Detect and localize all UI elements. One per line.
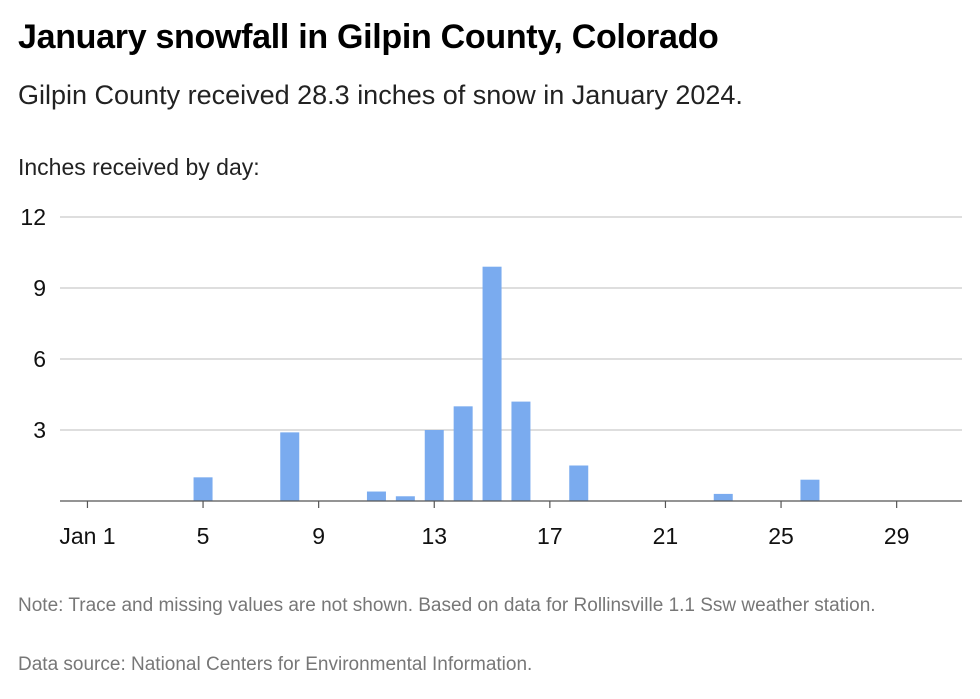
bar-day-26	[800, 479, 820, 501]
bar-day-12	[395, 496, 415, 501]
x-tick-label: 5	[197, 523, 210, 549]
bar-day-5	[193, 477, 213, 501]
y-tick-label: 9	[33, 275, 46, 301]
bar-day-13	[424, 430, 444, 501]
y-axis-label: Inches received by day:	[18, 154, 260, 180]
chart-title: January snowfall in Gilpin County, Color…	[18, 18, 719, 56]
x-tick-label: 17	[537, 523, 563, 549]
snowfall-bar-chart: 3 6 9 12 Jan 1 5 9 13 17 21 25 29	[20, 204, 962, 549]
bar-day-23	[713, 493, 733, 501]
data-source: Data source: National Centers for Enviro…	[18, 654, 533, 675]
y-tick-label: 6	[33, 346, 46, 372]
chart-subtitle: Gilpin County received 28.3 inches of sn…	[18, 80, 743, 110]
x-tick-label: 13	[421, 523, 447, 549]
chart-note: Note: Trace and missing values are not s…	[18, 595, 876, 616]
x-tick-label: 29	[884, 523, 910, 549]
bar-day-15	[482, 266, 502, 501]
x-tick-label: Jan 1	[59, 523, 115, 549]
bar-day-16	[511, 401, 531, 501]
y-tick-label: 12	[20, 204, 46, 230]
bar-day-8	[280, 432, 300, 501]
x-tick-label: 9	[312, 523, 325, 549]
y-tick-label: 3	[33, 417, 46, 443]
bar-day-18	[569, 465, 589, 501]
x-tick-label: 25	[768, 523, 794, 549]
bar-day-11	[366, 491, 386, 501]
x-tick-label: 21	[653, 523, 679, 549]
bar-day-14	[453, 406, 473, 501]
